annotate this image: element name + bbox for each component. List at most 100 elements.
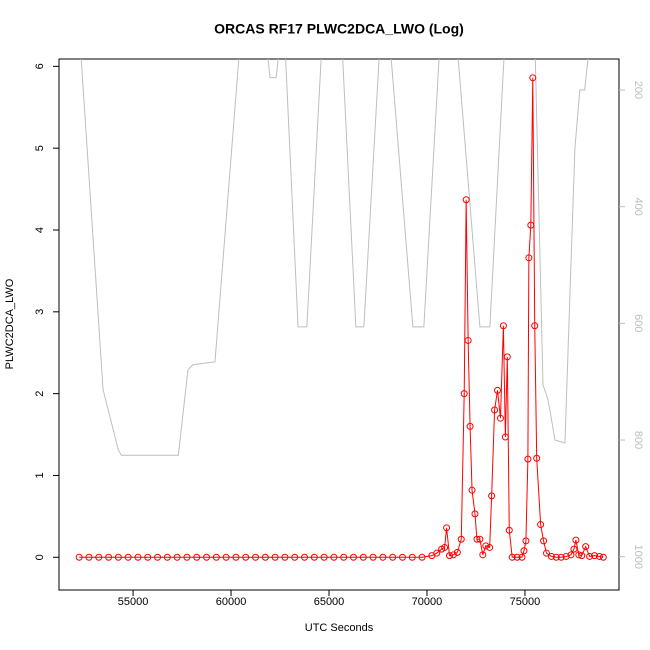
y-tick-label: 0 — [34, 554, 46, 560]
data-point — [443, 524, 451, 532]
data-point — [359, 553, 367, 561]
data-point — [460, 390, 468, 398]
data-point — [203, 553, 211, 561]
data-point — [252, 553, 260, 561]
data-point — [525, 254, 533, 262]
y-tick-label: 6 — [34, 63, 46, 69]
y2-tick-label: 600 — [632, 314, 644, 332]
data-point — [557, 553, 565, 561]
data-point — [540, 537, 548, 545]
y2-tick-label: 200 — [632, 81, 644, 99]
data-point — [446, 552, 454, 560]
data-point — [85, 553, 93, 561]
data-point — [379, 553, 387, 561]
data-point — [124, 553, 132, 561]
x-tick-label: 60000 — [216, 596, 247, 608]
data-point — [562, 552, 570, 560]
data-point — [599, 553, 607, 561]
data-point — [488, 492, 496, 500]
data-point — [482, 542, 490, 550]
data-point — [513, 553, 521, 561]
data-point — [520, 547, 528, 555]
data-point — [591, 552, 599, 560]
data-point — [468, 486, 476, 494]
data-point — [543, 549, 551, 557]
data-point — [582, 543, 590, 551]
data-point — [503, 353, 511, 361]
data-point — [522, 537, 530, 545]
data-point — [537, 521, 545, 529]
data-point — [505, 526, 513, 534]
data-point — [105, 553, 113, 561]
data-point — [501, 433, 509, 441]
data-point — [349, 553, 357, 561]
x-tick-label: 55000 — [118, 596, 149, 608]
data-point — [95, 553, 103, 561]
data-point — [575, 551, 583, 559]
data-point — [281, 553, 289, 561]
x-axis-label: UTC Seconds — [305, 622, 374, 634]
data-point — [479, 551, 487, 559]
data-point — [441, 543, 449, 551]
y-tick-label: 5 — [34, 145, 46, 151]
data-point — [222, 553, 230, 561]
data-point — [163, 553, 171, 561]
data-point — [494, 386, 502, 394]
data-point — [486, 543, 494, 551]
data-point — [301, 553, 309, 561]
data-point — [518, 553, 526, 561]
data-point — [232, 553, 240, 561]
data-line — [79, 77, 604, 558]
data-point — [340, 553, 348, 561]
data-point — [369, 553, 377, 561]
plot-area — [75, 59, 607, 561]
data-point — [75, 553, 83, 561]
y-tick-label: 1 — [34, 472, 46, 478]
data-point — [389, 553, 397, 561]
chart-title: ORCAS RF17 PLWC2DCA_LWO (Log) — [214, 21, 464, 37]
data-point — [533, 454, 541, 462]
data-point — [464, 336, 472, 344]
data-point — [531, 322, 539, 330]
data-point — [310, 553, 318, 561]
data-point — [320, 553, 328, 561]
data-point — [271, 553, 279, 561]
data-point — [508, 553, 516, 561]
data-point — [473, 535, 481, 543]
y-tick-label: 2 — [34, 391, 46, 397]
data-point — [570, 545, 578, 553]
data-line — [80, 59, 589, 456]
data-point — [466, 422, 474, 430]
data-point — [476, 535, 484, 543]
data-point — [567, 551, 575, 559]
data-point — [457, 535, 465, 543]
data-point — [595, 552, 603, 560]
data-point — [433, 549, 441, 557]
data-point — [462, 196, 470, 204]
data-point — [586, 552, 594, 560]
y-tick-label: 4 — [34, 227, 46, 233]
y2-tick-label: 800 — [632, 431, 644, 449]
data-point — [491, 406, 499, 414]
data-point — [212, 553, 220, 561]
y-tick-label: 3 — [34, 309, 46, 315]
data-point — [173, 553, 181, 561]
data-point — [408, 553, 416, 561]
data-point — [134, 553, 142, 561]
data-point — [291, 553, 299, 561]
y2-tick-label: 1000 — [632, 544, 644, 568]
data-point — [471, 510, 479, 518]
y2-tick-label: 400 — [632, 197, 644, 215]
data-point — [242, 553, 250, 561]
plot-frame — [58, 58, 620, 591]
data-point — [578, 552, 586, 560]
data-point — [572, 536, 580, 544]
data-point — [499, 322, 507, 330]
data-point — [144, 553, 152, 561]
data-point — [453, 548, 461, 556]
data-point — [154, 553, 162, 561]
data-point — [330, 553, 338, 561]
data-point — [114, 553, 122, 561]
data-point — [193, 553, 201, 561]
